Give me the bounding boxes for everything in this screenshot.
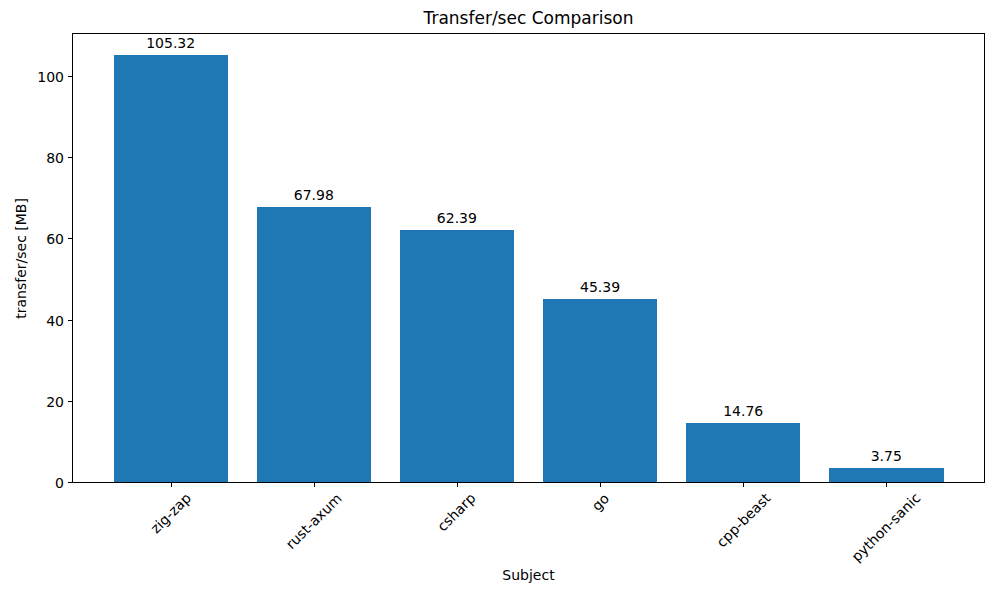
bar-value-label: 45.39 bbox=[580, 279, 620, 296]
y-axis-label: transfer/sec [MB] bbox=[12, 198, 29, 319]
bar-chart-figure: Transfer/sec Comparison transfer/sec [MB… bbox=[0, 0, 1000, 600]
x-tick-mark bbox=[743, 483, 744, 487]
x-tick-label: rust-axum bbox=[282, 490, 345, 553]
y-tick-label: 20 bbox=[46, 393, 64, 410]
y-tick-mark bbox=[68, 320, 72, 321]
y-tick-mark bbox=[68, 482, 72, 483]
bar bbox=[543, 299, 658, 483]
bar-value-label: 105.32 bbox=[146, 36, 195, 53]
x-tick-mark bbox=[886, 483, 887, 487]
y-tick-mark bbox=[68, 238, 72, 239]
x-tick-label: csharp bbox=[434, 490, 479, 535]
y-tick-mark bbox=[68, 157, 72, 158]
bar bbox=[114, 55, 229, 483]
y-tick-label: 100 bbox=[37, 68, 64, 85]
bar bbox=[257, 207, 372, 483]
y-tick-label: 0 bbox=[55, 475, 64, 492]
bar bbox=[829, 468, 944, 483]
bar-value-label: 67.98 bbox=[294, 187, 334, 204]
y-tick-label: 60 bbox=[46, 231, 64, 248]
x-tick-label: cpp-beast bbox=[713, 490, 774, 551]
bar-value-label: 14.76 bbox=[723, 403, 763, 420]
x-axis-label: Subject bbox=[72, 567, 985, 584]
bar bbox=[686, 423, 801, 483]
x-tick-mark bbox=[600, 483, 601, 487]
x-tick-mark bbox=[457, 483, 458, 487]
y-tick-mark bbox=[68, 401, 72, 402]
y-tick-label: 80 bbox=[46, 150, 64, 167]
bar-value-label: 62.39 bbox=[437, 210, 477, 227]
y-tick-mark bbox=[68, 76, 72, 77]
chart-title: Transfer/sec Comparison bbox=[72, 8, 985, 28]
x-tick-label: zig-zap bbox=[147, 490, 194, 537]
x-tick-label: python-sanic bbox=[849, 490, 925, 566]
bar-value-label: 3.75 bbox=[871, 448, 902, 465]
x-tick-mark bbox=[314, 483, 315, 487]
x-tick-label: go bbox=[588, 490, 612, 514]
bar bbox=[400, 230, 515, 483]
y-tick-label: 40 bbox=[46, 312, 64, 329]
x-tick-mark bbox=[171, 483, 172, 487]
